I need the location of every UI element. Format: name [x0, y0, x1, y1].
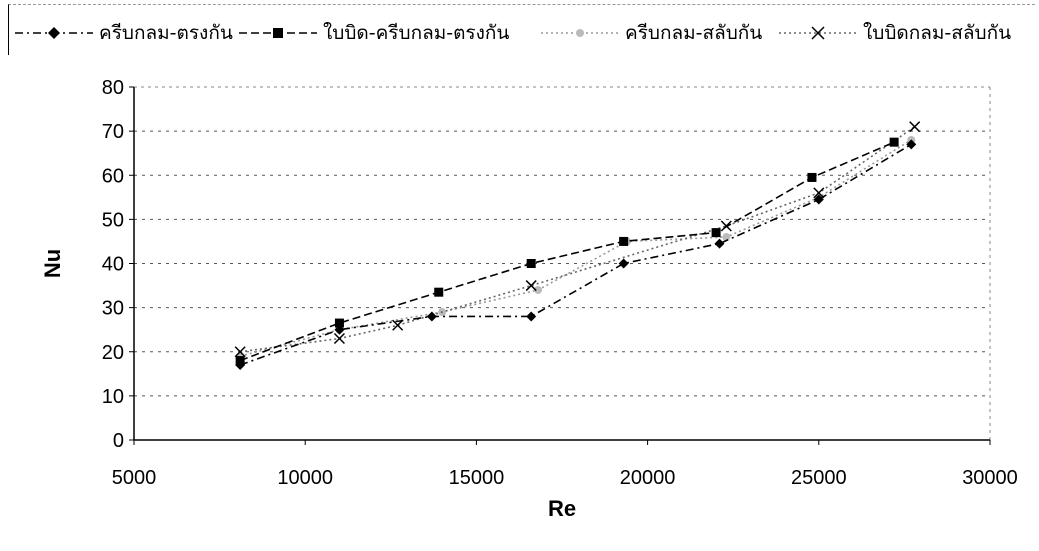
data-point-x	[813, 187, 825, 199]
x-tick-label: 10000	[277, 467, 333, 489]
x-tick-label: 15000	[449, 467, 505, 489]
data-point-square	[434, 287, 444, 297]
data-point-diamond	[618, 258, 629, 269]
data-point-x	[234, 346, 246, 358]
data-point-diamond	[714, 238, 725, 249]
y-axis-title: Nu	[40, 249, 65, 278]
y-tick-label: 80	[102, 77, 124, 99]
data-point-x	[392, 319, 404, 331]
data-point-diamond	[526, 311, 537, 322]
data-point-square	[711, 228, 721, 238]
series-line-1	[239, 143, 912, 366]
data-point-x	[333, 332, 345, 345]
data-point-diamond	[813, 194, 824, 205]
legend-marker-diamond-icon	[15, 27, 93, 39]
series-line-3	[239, 139, 912, 357]
x-tick-label: 30000	[962, 467, 1018, 489]
data-point-diamond	[426, 311, 437, 322]
data-point-square	[526, 259, 536, 268]
legend-marker-x-icon	[779, 26, 857, 40]
data-point-square	[889, 137, 899, 147]
legend-item-series-3: ครีบกลม-สลับกัน	[541, 21, 762, 45]
series-line-2	[239, 141, 895, 362]
data-point-square	[807, 172, 817, 182]
x-tick-label: 5000	[112, 467, 157, 489]
legend-label: ครีบกลม-สลับกัน	[625, 22, 763, 44]
legend-label: ใบบิด-ครีบกลม-ตรงกัน	[323, 22, 510, 44]
legend: ครีบกลม-ตรงกัน ใบบิด-ครีบกลม-ตรงกัน ครีบ…	[8, 4, 1035, 55]
y-tick-label: 40	[102, 254, 124, 276]
x-tick-label: 25000	[791, 467, 847, 489]
legend-marker-square-icon	[239, 28, 317, 38]
y-tick-label: 30	[102, 298, 124, 320]
y-tick-label: 60	[102, 165, 124, 187]
data-point-square	[619, 236, 629, 246]
legend-marker-circle-icon	[541, 29, 619, 37]
data-point-square	[235, 356, 245, 366]
x-tick-label: 20000	[620, 467, 676, 489]
legend-label: ใบบิดกลม-สลับกัน	[863, 22, 1012, 44]
y-tick-label: 0	[113, 430, 124, 452]
y-tick-label: 10	[102, 386, 124, 408]
data-point-x	[909, 121, 921, 133]
legend-label: ครีบกลม-ตรงกัน	[99, 22, 233, 44]
data-point-circle	[722, 233, 731, 242]
legend-item-series-1: ครีบกลม-ตรงกัน	[15, 21, 233, 45]
legend-item-series-2: ใบบิด-ครีบกลม-ตรงกัน	[239, 21, 509, 45]
x-axis-title: Re	[548, 496, 576, 521]
data-point-diamond	[906, 139, 917, 150]
y-tick-label: 70	[102, 121, 124, 143]
series-line-4	[239, 126, 916, 353]
data-point-circle	[534, 285, 543, 294]
y-tick-label: 50	[102, 209, 124, 231]
data-point-x	[525, 280, 537, 292]
data-point-square	[334, 318, 344, 328]
y-tick-label: 20	[102, 342, 124, 364]
legend-item-series-4: ใบบิดกลม-สลับกัน	[779, 21, 1011, 45]
